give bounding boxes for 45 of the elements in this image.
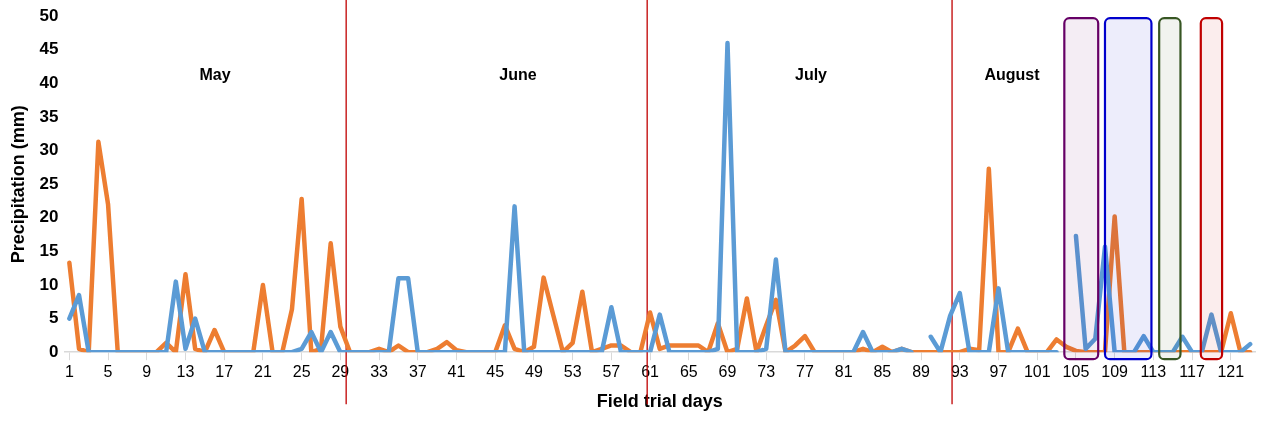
x-tick-label: 73 [757, 363, 776, 381]
annotation: July [794, 66, 828, 84]
x-tick-label: 33 [370, 363, 389, 381]
x-tick-label: 101 [1023, 363, 1051, 381]
x-tick-label: 57 [602, 363, 621, 381]
x-tick-label: 89 [912, 363, 931, 381]
x-tick-label: 109 [1101, 363, 1129, 381]
annotation: August [984, 66, 1041, 84]
x-tick-label: 117 [1179, 363, 1205, 381]
x-tick-label: 5 [103, 363, 113, 381]
y-tick-label: 45 [39, 39, 59, 59]
x-axis-title: Field trial days [596, 391, 723, 412]
y-tick-label: 50 [39, 5, 59, 25]
y-tick-label: 25 [39, 173, 59, 193]
annotation: June [499, 66, 537, 84]
x-tick-label: 41 [447, 363, 466, 381]
y-tick-label: 30 [39, 140, 59, 160]
x-tick-label: 121 [1217, 363, 1245, 381]
y-axis-title: Precipitation (mm) [7, 105, 28, 264]
y-tick-label: 10 [39, 274, 59, 294]
x-tick-label: 21 [254, 363, 272, 381]
x-tick-label: 77 [796, 363, 814, 381]
x-tick-label: 49 [525, 363, 543, 381]
x-tick-label: 53 [563, 363, 582, 381]
x-tick-label: 25 [292, 363, 311, 381]
x-tick-label: 17 [215, 363, 234, 381]
x-tick-label: 69 [718, 363, 737, 381]
x-tick-label: 81 [834, 363, 853, 381]
x-tick-label: 85 [873, 363, 892, 381]
y-tick-label: 5 [49, 308, 59, 328]
y-tick-label: 15 [39, 241, 59, 261]
x-tick-label: 65 [679, 363, 698, 381]
y-tick-label: 0 [49, 341, 59, 361]
y-tick-label: 20 [39, 207, 59, 227]
x-tick-label: 1 [64, 363, 74, 381]
x-tick-label: 97 [989, 363, 1008, 381]
x-tick-label: 9 [142, 363, 152, 381]
y-tick-label: 40 [39, 73, 59, 93]
annotation: May [199, 66, 231, 84]
x-tick-label: 45 [486, 363, 505, 381]
x-tick-label: 13 [176, 363, 195, 381]
y-tick-label: 35 [39, 106, 59, 126]
x-tick-label: 37 [408, 363, 427, 381]
x-tick-label: 105 [1062, 363, 1090, 381]
x-tick-label: 113 [1140, 363, 1167, 381]
